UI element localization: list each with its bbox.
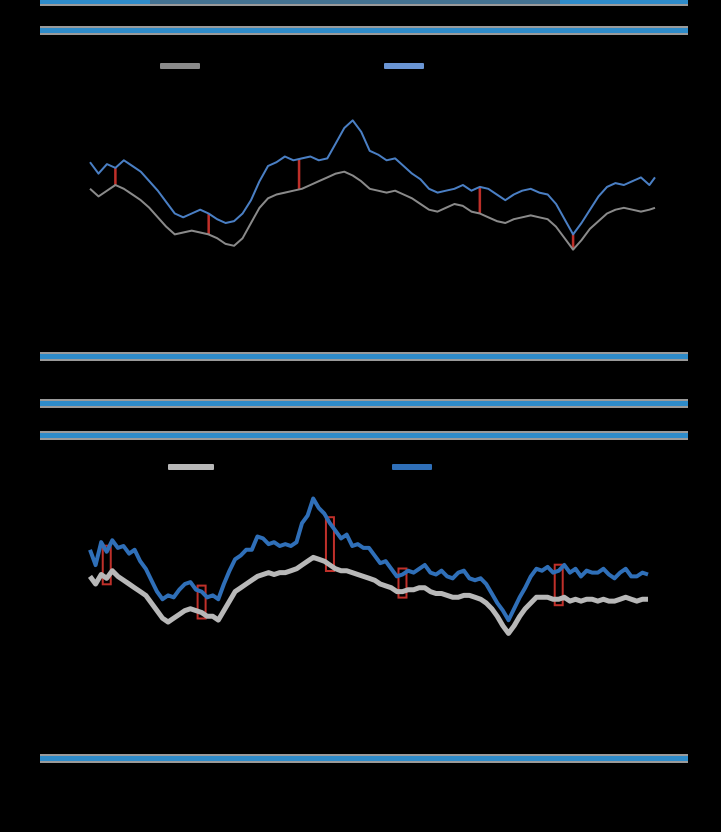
chart1-spread-marker-2 <box>297 158 301 190</box>
chart1-series-b-line <box>89 170 656 251</box>
chart-1-plot <box>89 119 656 251</box>
chart1-spread-marker-1 <box>207 213 210 235</box>
chart2-spread-marker-4 <box>553 563 564 607</box>
chart2-spread-marker-1 <box>196 584 207 620</box>
chart2-bottom-rule <box>40 754 688 763</box>
chart2-spread-marker-2 <box>324 516 335 572</box>
chart2-spread-marker-0 <box>101 544 112 586</box>
chart1-top-rule <box>40 26 688 35</box>
chart1-bottom-rule <box>40 352 688 361</box>
section-rule <box>40 399 688 408</box>
chart2-legend-swatch-b <box>168 464 214 470</box>
chart1-series-a-line <box>89 119 656 236</box>
chart2-series-a-line <box>88 496 649 623</box>
chart1-spread-marker-3 <box>478 186 482 214</box>
chart2-top-rule <box>40 431 688 440</box>
chart2-series-b-line <box>87 554 648 636</box>
chart-2-plot <box>87 496 649 636</box>
chart2-spread-marker-3 <box>397 567 408 599</box>
chart1-legend-swatch-b <box>160 63 200 69</box>
chart1-legend-swatch-a <box>384 63 424 69</box>
header-blurred-text <box>150 0 560 4</box>
chart2-legend-swatch-a <box>392 464 432 470</box>
chart1-spread-marker-0 <box>114 167 117 186</box>
